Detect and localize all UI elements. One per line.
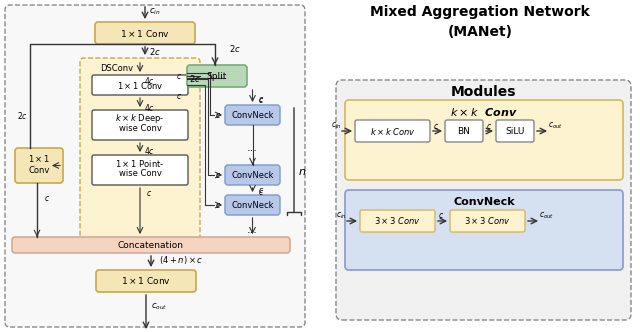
Text: BN: BN — [458, 126, 470, 135]
FancyBboxPatch shape — [95, 22, 195, 44]
Text: ConvNeck: ConvNeck — [231, 111, 274, 120]
Text: $c$: $c$ — [259, 188, 264, 197]
Text: $4c$: $4c$ — [143, 144, 154, 155]
Text: Concatenation: Concatenation — [118, 240, 184, 250]
FancyBboxPatch shape — [225, 165, 280, 185]
Text: $k\times k$ Conv: $k\times k$ Conv — [369, 125, 415, 136]
Text: wise Conv: wise Conv — [118, 124, 161, 132]
Text: Split: Split — [207, 71, 227, 80]
Text: ConvNeck: ConvNeck — [453, 197, 515, 207]
Text: wise Conv: wise Conv — [118, 169, 161, 178]
FancyBboxPatch shape — [92, 110, 188, 140]
Text: $c$: $c$ — [176, 71, 182, 80]
Text: Mixed Aggregation Network
(MANet): Mixed Aggregation Network (MANet) — [370, 5, 590, 39]
FancyBboxPatch shape — [12, 237, 290, 253]
Text: $c$: $c$ — [215, 111, 221, 120]
Text: $2c$: $2c$ — [17, 110, 28, 121]
Text: $c$: $c$ — [438, 211, 444, 220]
Text: $c$: $c$ — [486, 122, 492, 130]
FancyBboxPatch shape — [345, 190, 623, 270]
Text: $3\times3$ Conv: $3\times3$ Conv — [374, 215, 421, 226]
FancyBboxPatch shape — [92, 75, 188, 95]
FancyBboxPatch shape — [355, 120, 430, 142]
Text: ConvNeck: ConvNeck — [231, 201, 274, 209]
Text: $c$: $c$ — [146, 189, 152, 198]
Text: $1\times1$ Conv: $1\times1$ Conv — [121, 276, 171, 287]
FancyBboxPatch shape — [92, 155, 188, 185]
Text: ConvNeck: ConvNeck — [231, 171, 274, 180]
FancyBboxPatch shape — [80, 58, 200, 243]
FancyBboxPatch shape — [496, 120, 534, 142]
Text: $c_{out}$: $c_{out}$ — [548, 121, 563, 131]
Text: SiLU: SiLU — [506, 126, 525, 135]
FancyBboxPatch shape — [5, 5, 305, 327]
Text: $c_{in}$: $c_{in}$ — [149, 7, 161, 17]
Text: $2c$: $2c$ — [189, 72, 201, 84]
FancyBboxPatch shape — [187, 65, 247, 87]
Text: $1\times1$ Conv: $1\times1$ Conv — [120, 28, 170, 39]
FancyBboxPatch shape — [345, 100, 623, 180]
FancyBboxPatch shape — [336, 80, 631, 320]
FancyBboxPatch shape — [450, 210, 525, 232]
Text: $2c$: $2c$ — [229, 42, 241, 53]
Text: $n$: $n$ — [298, 167, 306, 177]
FancyBboxPatch shape — [360, 210, 435, 232]
Text: $1\times1$ Conv: $1\times1$ Conv — [116, 79, 163, 91]
FancyBboxPatch shape — [225, 105, 280, 125]
Text: $c$: $c$ — [215, 171, 221, 180]
Text: $1\times1$: $1\times1$ — [28, 152, 50, 163]
Text: $c$: $c$ — [259, 186, 264, 195]
Text: $c$: $c$ — [259, 96, 264, 105]
Text: $c_{in}$: $c_{in}$ — [336, 211, 347, 221]
Text: DSConv: DSConv — [100, 63, 133, 72]
Text: $3\times3$ Conv: $3\times3$ Conv — [464, 215, 511, 226]
Text: ...: ... — [247, 225, 258, 235]
Text: Modules: Modules — [451, 85, 516, 99]
Text: $k\times k$ Deep-: $k\times k$ Deep- — [115, 112, 164, 124]
Text: $c_{in}$: $c_{in}$ — [332, 121, 342, 131]
Text: Conv: Conv — [28, 165, 50, 175]
Text: $(4+n)\times c$: $(4+n)\times c$ — [159, 254, 203, 266]
Text: $c_{out}$: $c_{out}$ — [539, 211, 554, 221]
Text: $c$: $c$ — [176, 92, 182, 101]
Text: $4c$: $4c$ — [143, 102, 154, 113]
Text: $1\times1$ Point-: $1\times1$ Point- — [115, 157, 164, 169]
Text: $c$: $c$ — [44, 194, 50, 203]
Text: ...: ... — [247, 143, 258, 153]
Text: $k\times k$  Conv: $k\times k$ Conv — [450, 106, 518, 118]
FancyBboxPatch shape — [225, 195, 280, 215]
FancyBboxPatch shape — [15, 148, 63, 183]
Text: $4c$: $4c$ — [143, 74, 154, 86]
Text: $c$: $c$ — [215, 201, 221, 209]
FancyBboxPatch shape — [96, 270, 196, 292]
FancyBboxPatch shape — [445, 120, 483, 142]
Text: $2c$: $2c$ — [149, 45, 161, 56]
Text: $c$: $c$ — [433, 122, 439, 130]
Text: $c$: $c$ — [259, 95, 264, 104]
Text: $c_{out}$: $c_{out}$ — [151, 302, 167, 312]
